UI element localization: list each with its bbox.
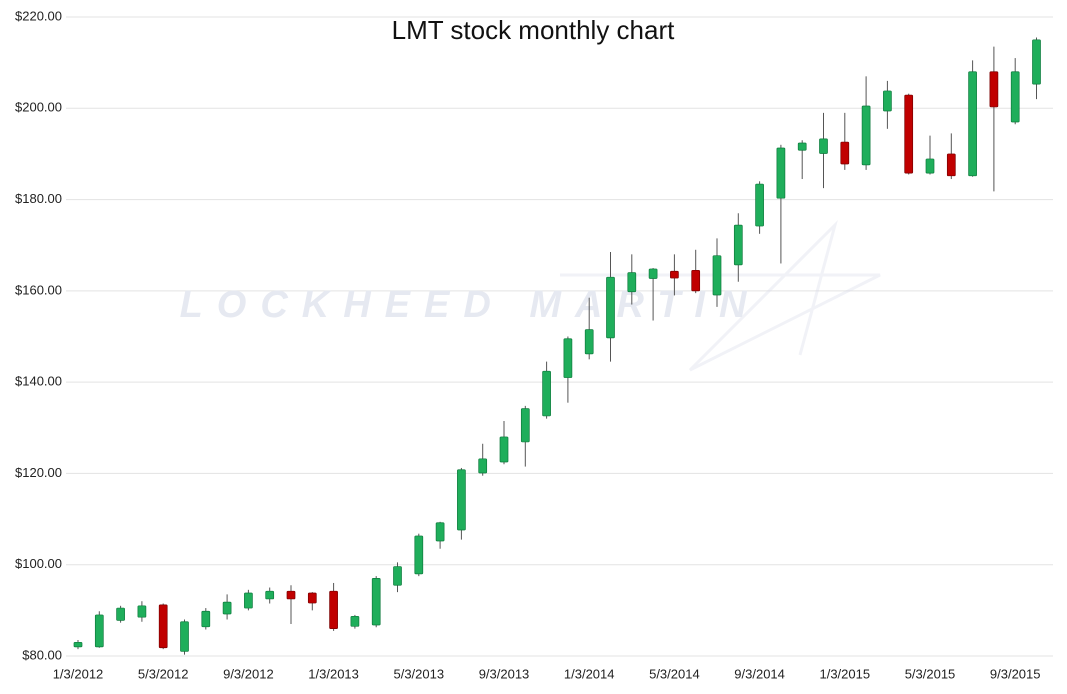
y-tick-label: $180.00 bbox=[15, 191, 62, 206]
candle-body bbox=[329, 590, 338, 629]
candle-body bbox=[265, 590, 275, 600]
x-tick-label: 9/3/2012 bbox=[223, 666, 274, 681]
candle-body bbox=[946, 153, 956, 177]
candle-body bbox=[691, 269, 701, 292]
y-tick-label: $120.00 bbox=[15, 465, 62, 480]
candle-body bbox=[606, 276, 615, 339]
candle-body bbox=[904, 94, 914, 174]
candle-body bbox=[520, 408, 530, 443]
y-tick-label: $100.00 bbox=[15, 556, 62, 571]
candle-body bbox=[393, 566, 402, 586]
x-tick-label: 9/3/2014 bbox=[734, 666, 785, 681]
candle-body bbox=[222, 601, 232, 615]
candle-body bbox=[584, 329, 594, 355]
candle-body bbox=[137, 605, 147, 618]
candle-body bbox=[1010, 71, 1020, 123]
x-tick-label: 5/3/2014 bbox=[649, 666, 700, 681]
candle-body bbox=[819, 138, 828, 154]
x-tick-label: 1/3/2015 bbox=[819, 666, 870, 681]
y-tick-label: $80.00 bbox=[22, 647, 62, 662]
watermark: LOCKHEED MARTIN bbox=[180, 284, 761, 326]
candle-body bbox=[1032, 39, 1041, 85]
candle-body bbox=[158, 604, 168, 649]
candle-body bbox=[478, 458, 488, 474]
candle-body bbox=[244, 592, 253, 609]
candle-body bbox=[414, 535, 424, 575]
candle-body bbox=[180, 621, 189, 652]
candle-body bbox=[883, 90, 892, 112]
candle-body bbox=[73, 641, 83, 648]
candle-body bbox=[350, 615, 360, 627]
candle-body bbox=[563, 338, 573, 378]
candle-body bbox=[542, 370, 551, 417]
x-tick-label: 1/3/2012 bbox=[53, 666, 104, 681]
candle-body bbox=[670, 270, 679, 279]
candle-body bbox=[989, 71, 999, 108]
candle-body bbox=[307, 592, 317, 604]
x-tick-label: 1/3/2013 bbox=[308, 666, 359, 681]
y-tick-label: $140.00 bbox=[15, 374, 62, 389]
x-tick-label: 5/3/2013 bbox=[393, 666, 444, 681]
candle-body bbox=[755, 183, 764, 227]
candle-body bbox=[733, 224, 743, 266]
grid bbox=[66, 16, 1053, 657]
chart-title: LMT stock monthly chart bbox=[392, 15, 676, 45]
candle-body bbox=[116, 607, 125, 621]
y-tick-label: $220.00 bbox=[15, 8, 62, 23]
y-tick-label: $200.00 bbox=[15, 100, 62, 115]
x-tick-label: 9/3/2013 bbox=[479, 666, 530, 681]
candle-body bbox=[457, 469, 466, 531]
candle-body bbox=[968, 71, 977, 177]
candle-body bbox=[201, 610, 211, 628]
candle-body bbox=[627, 272, 637, 293]
candle-body bbox=[94, 614, 104, 648]
candle-body bbox=[840, 141, 850, 165]
x-tick-label: 5/3/2012 bbox=[138, 666, 189, 681]
candle-body bbox=[925, 158, 935, 174]
x-tick-label: 5/3/2015 bbox=[905, 666, 956, 681]
candle-body bbox=[861, 105, 871, 166]
candle-body bbox=[648, 268, 658, 279]
x-tick-label: 9/3/2015 bbox=[990, 666, 1041, 681]
candle-body bbox=[776, 147, 786, 199]
candle-body bbox=[371, 578, 381, 626]
candle-body bbox=[499, 436, 509, 463]
watermark-logo bbox=[560, 219, 881, 372]
candle-body bbox=[797, 142, 807, 151]
y-tick-label: $160.00 bbox=[15, 282, 62, 297]
candle-body bbox=[712, 255, 722, 296]
candle-body bbox=[435, 522, 445, 542]
x-tick-label: 1/3/2014 bbox=[564, 666, 615, 681]
candle-body bbox=[286, 590, 296, 600]
